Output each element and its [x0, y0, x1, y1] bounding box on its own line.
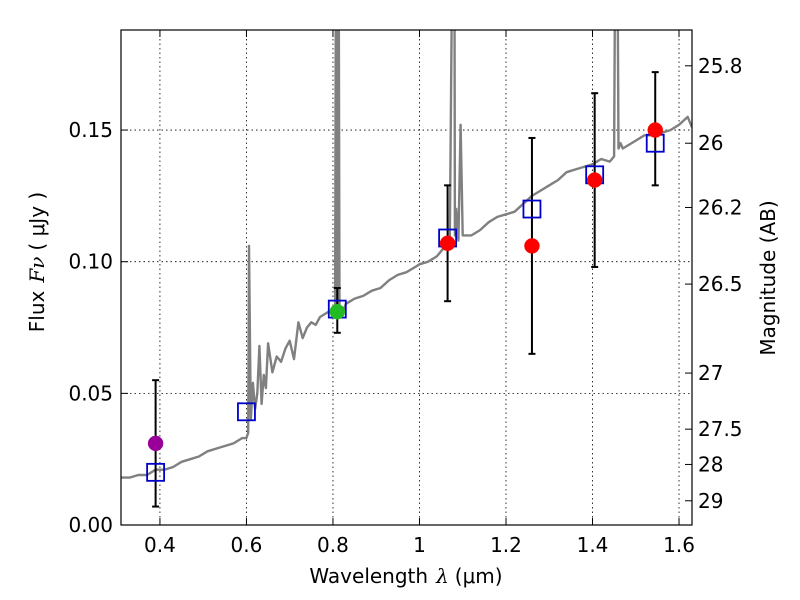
model-square-point [237, 402, 256, 422]
right-tick-label: 28 [698, 452, 723, 476]
y-axis-title: FluxFν( μJy ) [25, 192, 49, 332]
observed-flux-point [586, 172, 603, 188]
right-tick-label: 26.2 [698, 195, 743, 219]
x-tick-label: 0.4 [144, 533, 176, 557]
observed-flux-point [329, 303, 346, 320]
right-tick-label: 26.5 [698, 272, 743, 296]
x-tick-label: 0.6 [231, 533, 263, 557]
x-tick-label: 1.2 [490, 533, 522, 557]
x-tick-label: 1 [413, 533, 426, 557]
plot-frame [120, 29, 693, 526]
observed-flux-point [439, 235, 456, 252]
spectrum-line [121, 30, 692, 479]
y-tick-label: 0.05 [68, 381, 113, 405]
x-tick-label: 0.8 [317, 533, 349, 557]
right-tick-label: 25.8 [698, 54, 743, 78]
tick-layer: 0.4 0.6 0.8 1 1.2 1.4 1.6 0.00 0.05 0.10 0.15 25.8 2… [68, 30, 743, 557]
x-axis-title: Wavelength λ (μm) [309, 564, 502, 588]
errorbar-layer [152, 71, 659, 508]
spectrum-layer [121, 30, 692, 479]
y-tick-label: 0.10 [68, 250, 113, 274]
right-axis-title: Magnitude (AB) [756, 200, 780, 355]
observed-flux-point [647, 122, 663, 138]
observed-flux-point [147, 435, 164, 452]
model-square-point [522, 199, 542, 219]
right-tick-label: 27 [698, 361, 723, 385]
grid-layer [121, 30, 692, 525]
x-tick-label: 1.6 [663, 533, 695, 557]
right-tick-label: 27.5 [698, 417, 743, 441]
right-tick-label: 26 [698, 131, 723, 155]
y-tick-label: 0.15 [68, 118, 113, 142]
right-tick-label: 29 [698, 489, 723, 513]
model-square-point [146, 462, 166, 482]
marker-layer [146, 122, 665, 482]
x-tick-label: 1.4 [577, 533, 609, 557]
observed-flux-point [524, 238, 540, 254]
y-tick-label: 0.00 [68, 513, 113, 537]
